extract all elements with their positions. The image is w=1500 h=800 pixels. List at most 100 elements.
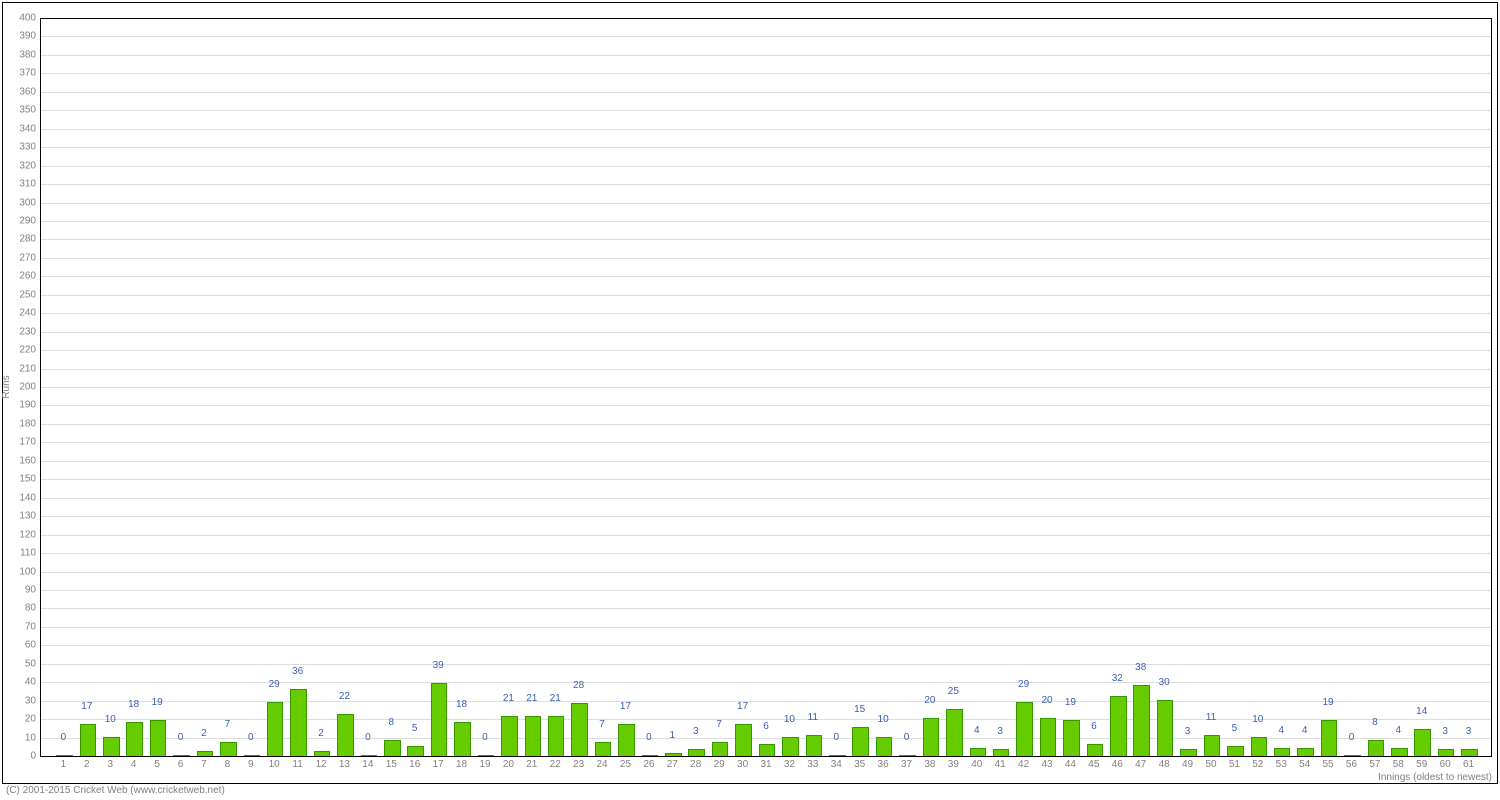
- gridline: [40, 92, 1492, 93]
- x-tick-label: 49: [1182, 756, 1193, 770]
- bar-value-label: 17: [620, 701, 631, 712]
- x-tick-label: 41: [995, 756, 1006, 770]
- y-tick-label: 80: [25, 603, 40, 614]
- bar: [946, 709, 963, 756]
- bar-value-label: 3: [1185, 726, 1191, 737]
- bar: [548, 716, 565, 756]
- x-tick-label: 15: [386, 756, 397, 770]
- y-tick-label: 280: [19, 234, 40, 245]
- bar: [876, 737, 893, 756]
- bar-value-label: 10: [1252, 714, 1263, 725]
- gridline: [40, 424, 1492, 425]
- bar-value-label: 25: [948, 686, 959, 697]
- x-tick-label: 16: [409, 756, 420, 770]
- bar-value-label: 17: [737, 701, 748, 712]
- gridline: [40, 405, 1492, 406]
- bar: [290, 689, 307, 756]
- bar-value-label: 6: [763, 721, 769, 732]
- x-tick-label: 19: [479, 756, 490, 770]
- x-tick-label: 33: [807, 756, 818, 770]
- bar-value-label: 19: [1065, 697, 1076, 708]
- bar: [267, 702, 284, 757]
- x-axis-title: Innings (oldest to newest): [1378, 772, 1492, 783]
- gridline: [40, 719, 1492, 720]
- bar: [103, 737, 120, 756]
- x-tick-label: 13: [339, 756, 350, 770]
- bar-value-label: 0: [248, 732, 254, 743]
- x-tick-label: 5: [154, 756, 160, 770]
- gridline: [40, 572, 1492, 573]
- y-tick-label: 20: [25, 714, 40, 725]
- bar-value-label: 0: [904, 732, 910, 743]
- bar: [571, 703, 588, 756]
- bar-value-label: 0: [1349, 732, 1355, 743]
- x-tick-label: 26: [643, 756, 654, 770]
- bar-value-label: 0: [178, 732, 184, 743]
- y-tick-label: 320: [19, 160, 40, 171]
- y-tick-label: 90: [25, 584, 40, 595]
- gridline: [40, 701, 1492, 702]
- y-tick-label: 390: [19, 31, 40, 42]
- x-tick-label: 11: [292, 756, 302, 770]
- gridline: [40, 36, 1492, 37]
- bar: [712, 742, 729, 756]
- gridline: [40, 313, 1492, 314]
- bar-value-label: 1: [670, 730, 676, 741]
- bar-value-label: 39: [433, 660, 444, 671]
- x-tick-label: 47: [1135, 756, 1146, 770]
- gridline: [40, 332, 1492, 333]
- bar: [126, 722, 143, 756]
- bar-value-label: 5: [1232, 723, 1238, 734]
- bar-value-label: 38: [1135, 662, 1146, 673]
- y-tick-label: 170: [19, 437, 40, 448]
- bar-value-label: 4: [1302, 725, 1308, 736]
- y-tick-label: 60: [25, 640, 40, 651]
- bar-value-label: 7: [225, 719, 231, 730]
- bar-value-label: 5: [412, 723, 418, 734]
- gridline: [40, 682, 1492, 683]
- bar: [1063, 720, 1080, 756]
- x-tick-label: 35: [854, 756, 865, 770]
- x-tick-label: 34: [831, 756, 842, 770]
- bar: [1297, 748, 1314, 756]
- gridline: [40, 442, 1492, 443]
- y-tick-label: 380: [19, 49, 40, 60]
- bar-value-label: 4: [974, 725, 980, 736]
- y-tick-label: 260: [19, 271, 40, 282]
- bar-value-label: 21: [526, 693, 537, 704]
- bar: [1274, 748, 1291, 756]
- bar: [970, 748, 987, 756]
- y-tick-label: 180: [19, 418, 40, 429]
- gridline: [40, 553, 1492, 554]
- bar-value-label: 18: [456, 699, 467, 710]
- bar: [595, 742, 612, 756]
- bar: [80, 724, 97, 756]
- gridline: [40, 479, 1492, 480]
- x-tick-label: 21: [526, 756, 537, 770]
- y-tick-label: 30: [25, 695, 40, 706]
- bar-value-label: 21: [550, 693, 561, 704]
- gridline: [40, 498, 1492, 499]
- bar-value-label: 2: [201, 728, 207, 739]
- bar-value-label: 10: [878, 714, 889, 725]
- bar-value-label: 3: [693, 726, 699, 737]
- x-tick-label: 10: [269, 756, 280, 770]
- y-tick-label: 250: [19, 289, 40, 300]
- x-tick-label: 30: [737, 756, 748, 770]
- bar: [1204, 735, 1221, 756]
- x-tick-label: 36: [878, 756, 889, 770]
- y-tick-label: 200: [19, 382, 40, 393]
- bar: [1227, 746, 1244, 756]
- y-tick-label: 210: [19, 363, 40, 374]
- y-tick-label: 240: [19, 308, 40, 319]
- gridline: [40, 147, 1492, 148]
- bar-value-label: 0: [61, 732, 67, 743]
- x-tick-label: 24: [597, 756, 608, 770]
- x-tick-label: 23: [573, 756, 584, 770]
- gridline: [40, 166, 1492, 167]
- y-tick-label: 50: [25, 658, 40, 669]
- bar: [1040, 718, 1057, 756]
- bar: [782, 737, 799, 756]
- bar-value-label: 11: [808, 712, 818, 723]
- x-tick-label: 1: [61, 756, 67, 770]
